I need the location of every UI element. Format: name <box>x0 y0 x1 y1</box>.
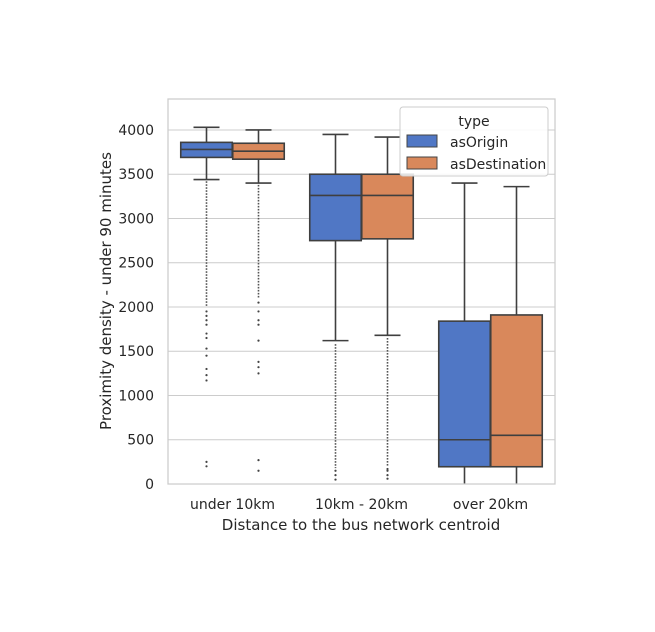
y-tick-label: 1500 <box>118 344 154 360</box>
box <box>489 314 544 468</box>
y-tick-label: 4000 <box>118 123 154 139</box>
outlier-point <box>257 339 260 342</box>
outlier-point <box>205 460 208 463</box>
outlier-point <box>205 347 208 350</box>
outlier-point <box>257 372 260 375</box>
outlier-point <box>257 301 260 304</box>
outlier-point <box>205 354 208 357</box>
outlier-point <box>386 469 389 472</box>
outlier-point <box>257 310 260 313</box>
legend-label-asorigin: asOrigin <box>450 135 508 151</box>
legend-swatch-asdestination <box>406 156 438 170</box>
box <box>360 173 415 240</box>
legend-title: type <box>458 114 489 130</box>
x-tick-label: under 10km <box>190 497 275 513</box>
y-tick-label: 0 <box>145 477 154 493</box>
y-tick-label: 1000 <box>118 388 154 404</box>
x-tick-label: 10km - 20km <box>315 497 408 513</box>
outlier-point <box>205 374 208 377</box>
outlier-point <box>334 478 337 481</box>
outlier-point <box>257 319 260 322</box>
outlier-point <box>205 379 208 382</box>
outlier-point <box>205 323 208 326</box>
outlier-point <box>257 469 260 472</box>
plot-frame <box>167 98 556 485</box>
legend-swatch-asorigin <box>406 134 438 148</box>
outlier-point <box>205 310 208 313</box>
box <box>308 173 363 242</box>
x-tick-label: over 20km <box>453 497 528 513</box>
outlier-point <box>205 314 208 317</box>
outlier-points <box>205 181 389 481</box>
outlier-point <box>386 474 389 477</box>
outlier-point <box>386 477 389 480</box>
x-axis-ticks: under 10km 10km - 20km over 20km <box>190 497 528 513</box>
y-tick-label: 2500 <box>118 256 154 272</box>
y-axis-label: Proximity density - under 90 minutes <box>97 152 115 430</box>
outlier-point <box>386 467 389 471</box>
outlier-point <box>205 465 208 468</box>
legend: type asOrigin asDestination <box>399 106 549 177</box>
outlier-point <box>205 367 208 371</box>
box <box>437 320 492 468</box>
y-tick-label: 3500 <box>118 167 154 183</box>
y-tick-label: 2000 <box>118 300 154 316</box>
outlier-point <box>257 323 260 326</box>
legend-label-asdestination: asDestination <box>450 157 546 173</box>
y-axis-ticks: 0 500 1000 1500 2000 2500 3000 3500 4000 <box>118 123 154 493</box>
box-group <box>179 126 544 484</box>
outlier-point <box>205 336 208 340</box>
outlier-point <box>334 474 337 477</box>
y-tick-label: 3000 <box>118 211 154 227</box>
outlier-point <box>334 469 337 472</box>
outlier-point <box>257 366 260 369</box>
outlier-point <box>205 332 208 335</box>
y-tick-label: 500 <box>127 433 154 449</box>
outlier-point <box>257 459 260 462</box>
x-axis-label: Distance to the bus network centroid <box>222 516 500 534</box>
outlier-point <box>205 319 208 322</box>
outlier-point <box>257 360 260 363</box>
